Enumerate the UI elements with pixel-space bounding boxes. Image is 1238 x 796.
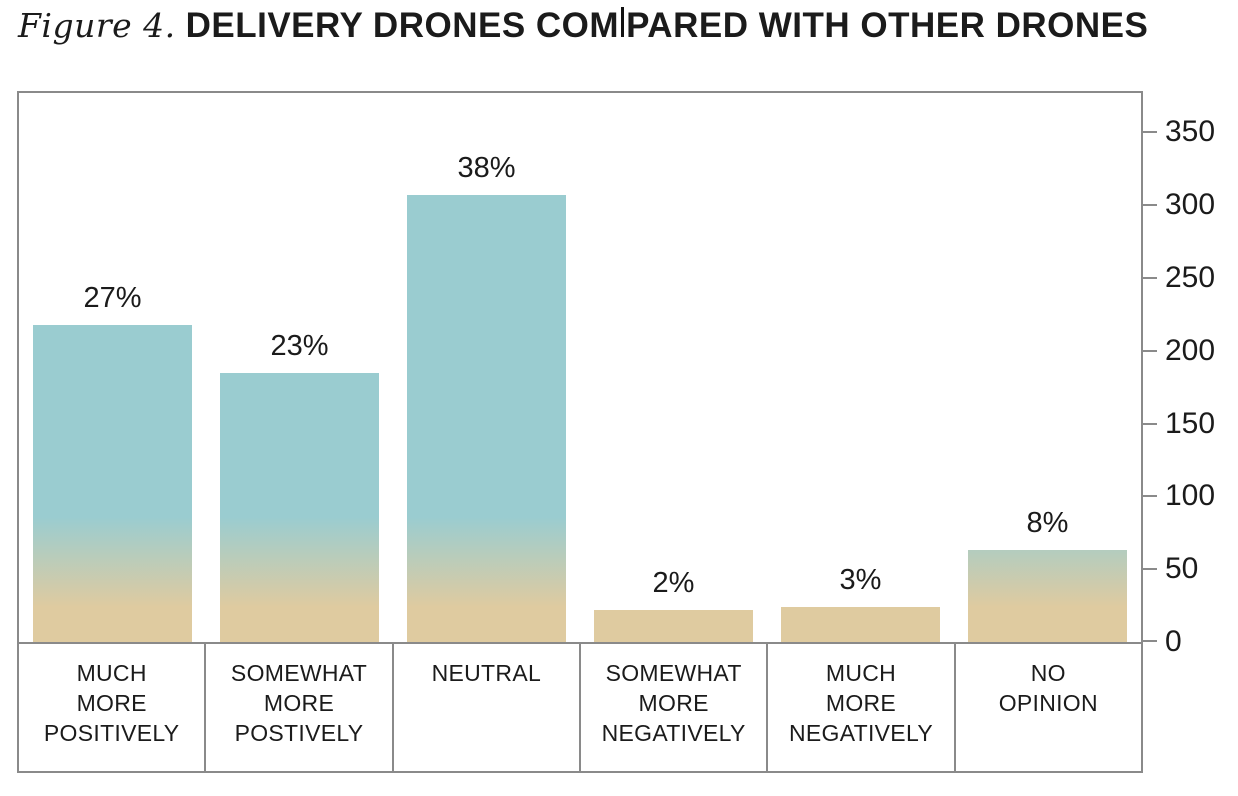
bar-no-opinion	[967, 550, 1128, 642]
category-label-line: SOMEWHAT	[605, 660, 742, 686]
y-tick-mark	[1141, 276, 1157, 279]
category-label-line: MUCH	[825, 660, 897, 686]
category-label-line: MORE	[263, 690, 335, 716]
figure-number-label: Figure 4.	[18, 6, 176, 45]
chart-frame: 27% 23% 38% 2% 3% 8% 0 50 100 150 200 250 300 350 MUC…	[17, 91, 1215, 773]
y-tick-mark	[1141, 495, 1157, 498]
category-label-line: NO	[1030, 660, 1066, 686]
figure-title-text-right: PARED WITH OTHER DRONES	[626, 6, 1149, 45]
y-tick-label: 250	[1165, 260, 1216, 294]
category-label-no-opinion: NO OPINION	[953, 644, 1141, 773]
category-label-line: MORE	[638, 690, 709, 716]
category-label-line: NEGATIVELY	[788, 720, 933, 746]
y-tick-label: 0	[1165, 625, 1182, 658]
y-tick-mark	[1141, 349, 1157, 352]
category-label-line: MORE	[76, 690, 147, 716]
bar-somewhat-more-postively	[219, 372, 380, 642]
y-tick-label: 300	[1165, 188, 1216, 222]
bar-value-label: 23%	[270, 329, 329, 362]
category-label-line: POSITIVELY	[43, 720, 180, 746]
bar-value-label: 38%	[457, 151, 516, 184]
bar-gradient-fill	[593, 609, 754, 642]
bar-column-somewhat-more-postively: 23%	[206, 93, 393, 642]
category-label-line: NEGATIVELY	[601, 720, 746, 746]
y-tick-label: 50	[1165, 552, 1199, 586]
category-label-much-more-negatively: MUCH MORE NEGATIVELY	[766, 644, 953, 773]
category-label-line: MORE	[825, 690, 897, 716]
figure-title: Figure 4. DELIVERY DRONES COM PARED WITH…	[18, 6, 1148, 46]
text-cursor	[621, 7, 625, 37]
category-label-line: NEUTRAL	[431, 660, 542, 686]
y-tick-mark	[1141, 568, 1157, 571]
bar-gradient-fill	[406, 194, 567, 642]
bar-somewhat-more-negatively	[593, 609, 754, 642]
category-label-much-more-positively: MUCH MORE POSITIVELY	[19, 644, 204, 773]
y-tick-mark	[1141, 422, 1157, 425]
bar-column-much-more-negatively: 3%	[767, 93, 954, 642]
bar-value-label: 3%	[839, 564, 882, 597]
category-label-line: SOMEWHAT	[230, 660, 368, 686]
y-tick-label: 100	[1165, 479, 1216, 513]
bar-column-neutral: 38%	[393, 93, 580, 642]
y-tick-mark	[1141, 640, 1157, 642]
y-tick-mark	[1141, 131, 1157, 134]
bar-much-more-negatively	[780, 607, 941, 642]
bar-much-more-positively	[32, 324, 193, 642]
category-label-neutral: NEUTRAL	[391, 644, 579, 773]
figure-title-text-left: DELIVERY DRONES COM	[185, 6, 620, 45]
bar-column-no-opinion: 8%	[954, 93, 1141, 642]
category-label-line: POSTIVELY	[234, 720, 364, 746]
bar-value-label: 27%	[83, 281, 142, 314]
bar-gradient-fill	[219, 372, 380, 642]
y-tick-label: 350	[1165, 115, 1216, 149]
y-tick-mark	[1141, 204, 1157, 207]
category-axis: MUCH MORE POSITIVELY SOMEWHAT MORE POSTIVELY N…	[19, 644, 1141, 773]
plot-area: 27% 23% 38% 2% 3% 8% 0 50 100 150 200 250 300 350	[19, 93, 1215, 657]
y-tick-label: 150	[1165, 406, 1216, 440]
bar-column-much-more-positively: 27%	[19, 93, 206, 642]
category-label-line: OPINION	[998, 690, 1098, 716]
bar-value-label: 2%	[652, 566, 695, 599]
category-label-line: MUCH	[76, 660, 147, 686]
category-label-somewhat-more-negatively: SOMEWHAT MORE NEGATIVELY	[578, 644, 766, 773]
bar-column-somewhat-more-negatively: 2%	[580, 93, 767, 642]
bar-gradient-fill	[967, 550, 1128, 642]
bar-gradient-fill	[32, 324, 193, 642]
bar-neutral	[406, 194, 567, 642]
category-label-somewhat-more-postively: SOMEWHAT MORE POSTIVELY	[204, 644, 391, 773]
bar-value-label: 8%	[1026, 507, 1069, 540]
y-tick-label: 200	[1165, 333, 1216, 367]
bar-gradient-fill	[780, 607, 941, 642]
